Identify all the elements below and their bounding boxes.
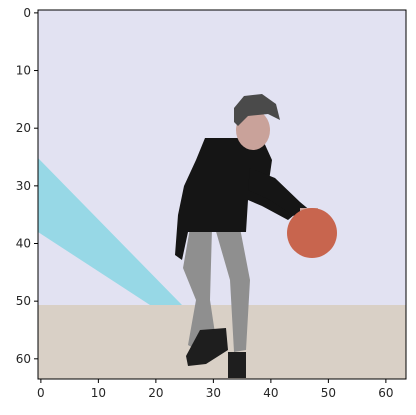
y-tick-label: 50 bbox=[16, 294, 31, 308]
x-tick-label: 30 bbox=[206, 386, 221, 400]
x-tick-label: 10 bbox=[91, 386, 106, 400]
pixel-image bbox=[38, 10, 406, 379]
y-tick-label: 40 bbox=[16, 237, 31, 251]
x-tick-label: 60 bbox=[378, 386, 393, 400]
y-tick-label: 0 bbox=[23, 6, 31, 20]
y-tick-label: 30 bbox=[16, 179, 31, 193]
basketball bbox=[287, 208, 337, 258]
x-tick-label: 50 bbox=[321, 386, 336, 400]
x-tick-label: 0 bbox=[37, 386, 45, 400]
x-tick-label: 20 bbox=[148, 386, 163, 400]
x-axis-ticks: 0 10 20 30 40 50 60 bbox=[37, 379, 393, 400]
y-tick-label: 10 bbox=[16, 64, 31, 78]
x-tick-label: 40 bbox=[263, 386, 278, 400]
right-shoe bbox=[228, 352, 246, 378]
y-tick-label: 60 bbox=[16, 352, 31, 366]
y-tick-label: 20 bbox=[16, 121, 31, 135]
y-axis-ticks: 0 10 20 30 40 50 60 bbox=[16, 6, 38, 366]
